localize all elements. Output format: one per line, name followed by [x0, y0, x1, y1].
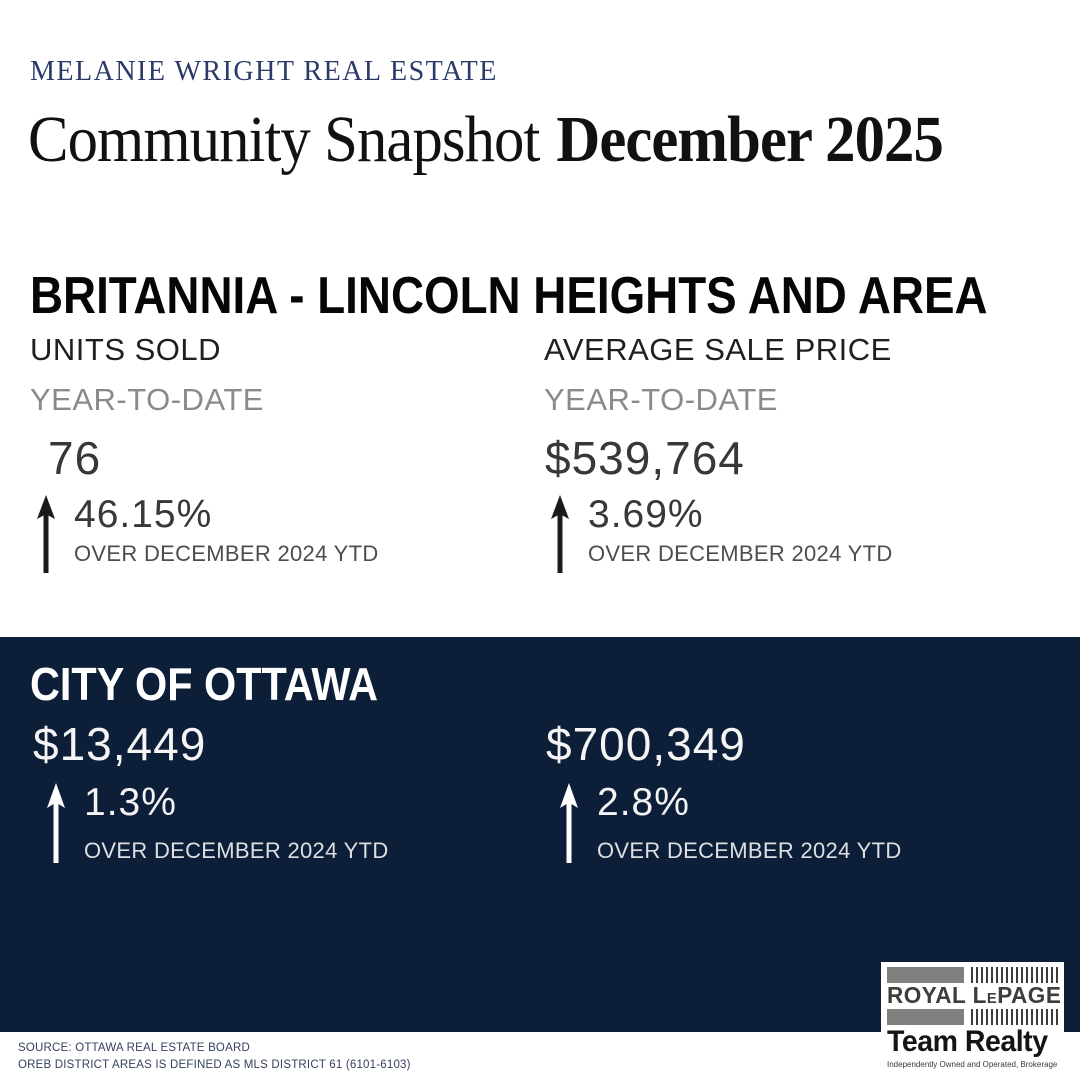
stat-note: OVER DECEMBER 2024 YTD [74, 541, 379, 566]
stat-sublabel: YEAR-TO-DATE [30, 382, 264, 417]
logo-gray-bar [887, 967, 964, 983]
stat-note: OVER DECEMBER 2024 YTD [597, 838, 902, 863]
brand-name: MELANIE WRIGHT REAL ESTATE [30, 56, 498, 87]
logo-brand-small-e: E [986, 990, 998, 1007]
community-heading: BRITANNIA - LINCOLN HEIGHTS AND AREA [30, 267, 988, 325]
average-sale-price-stat: AVERAGE SALE PRICE YEAR-TO-DATE $539,764… [544, 332, 1058, 573]
city-price-stat: $700,349 2.8% OVER DECEMBER 2024 YTD [546, 717, 1059, 864]
stat-change-text: 2.8% OVER DECEMBER 2024 YTD [597, 783, 902, 864]
logo-brand-text: ROYAL LEPAGE [887, 984, 1061, 1007]
city-heading: CITY OF OTTAWA [30, 658, 379, 710]
logo-brand-part1: ROYAL L [887, 982, 987, 1008]
city-stats: $13,449 1.3% OVER DECEMBER 2024 YTD $700… [33, 717, 1059, 864]
up-arrow-icon [560, 783, 578, 863]
stat-change: 46.15% OVER DECEMBER 2024 YTD [36, 495, 544, 573]
stat-value: $539,764 [545, 432, 745, 484]
stat-value: $700,349 [546, 718, 746, 770]
logo-gray-bar [887, 1009, 964, 1025]
source-line-1: SOURCE: OTTAWA REAL ESTATE BOARD [18, 1042, 250, 1054]
stat-label: AVERAGE SALE PRICE [544, 332, 892, 367]
logo-team-realty-text: Team Realty [887, 1025, 1048, 1058]
logo-barcode-stripes [970, 1009, 1058, 1025]
stat-change-text: 3.69% OVER DECEMBER 2024 YTD [588, 495, 893, 567]
stat-change: 2.8% OVER DECEMBER 2024 YTD [559, 783, 1059, 864]
royal-lepage-logo: ROYAL LEPAGE Team Realty Independently O… [881, 962, 1064, 1072]
logo-barcode-stripes [970, 967, 1058, 983]
stat-change-text: 1.3% OVER DECEMBER 2024 YTD [84, 783, 389, 864]
stat-percent: 46.15% [74, 493, 213, 536]
page-title-regular: Community Snapshot [28, 103, 540, 176]
up-arrow-icon [551, 495, 569, 573]
community-stats: UNITS SOLD YEAR-TO-DATE 76 46.15% OVER D… [30, 332, 1058, 573]
stat-change: 1.3% OVER DECEMBER 2024 YTD [46, 783, 546, 864]
stat-label: UNITS SOLD [30, 332, 222, 367]
up-arrow-icon [47, 783, 65, 863]
city-units-stat: $13,449 1.3% OVER DECEMBER 2024 YTD [33, 717, 546, 864]
stat-value: $13,449 [33, 718, 207, 770]
stat-change: 3.69% OVER DECEMBER 2024 YTD [550, 495, 1058, 573]
stat-percent: 2.8% [597, 781, 690, 824]
units-sold-stat: UNITS SOLD YEAR-TO-DATE 76 46.15% OVER D… [30, 332, 544, 573]
logo-brand-part3: PAGE [997, 982, 1062, 1008]
page-title: Community Snapshot December 2025 [28, 102, 944, 178]
stat-sublabel: YEAR-TO-DATE [544, 382, 778, 417]
stat-note: OVER DECEMBER 2024 YTD [84, 838, 389, 863]
stat-percent: 1.3% [84, 781, 177, 824]
page-title-month: December 2025 [556, 103, 943, 176]
logo-stripe-row-top [887, 967, 1058, 983]
source-line-2: OREB DISTRICT AREAS IS DEFINED AS MLS DI… [18, 1058, 411, 1071]
up-arrow-icon [37, 495, 55, 573]
stat-note: OVER DECEMBER 2024 YTD [588, 541, 893, 566]
stat-percent: 3.69% [588, 493, 704, 536]
logo-tagline: Independently Owned and Operated, Broker… [887, 1060, 1058, 1069]
logo-stripe-row-bottom [887, 1009, 1058, 1025]
stat-value: 76 [48, 432, 102, 484]
stat-change-text: 46.15% OVER DECEMBER 2024 YTD [74, 495, 379, 567]
